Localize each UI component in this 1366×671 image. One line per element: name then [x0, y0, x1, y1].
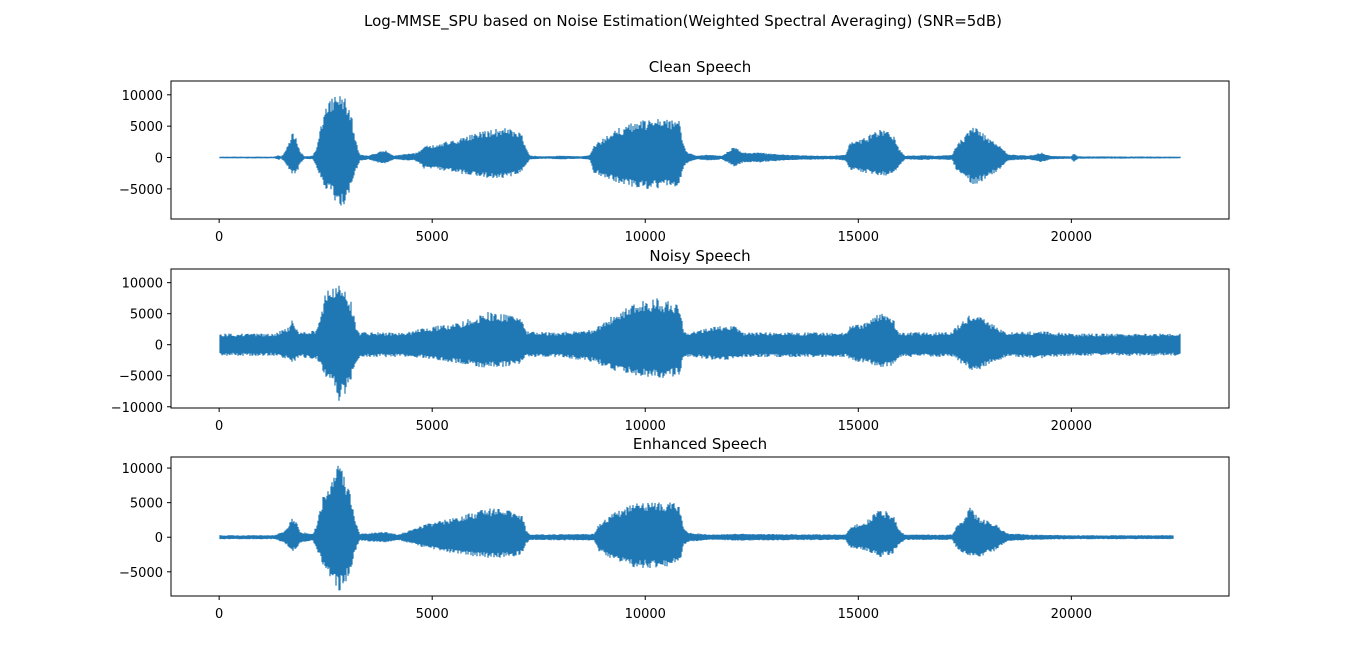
x-tick-label: 0	[215, 230, 223, 245]
x-tick-label: 10000	[625, 607, 666, 622]
y-tick-label: 0	[155, 531, 163, 546]
x-tick-label: 15000	[838, 230, 879, 245]
subplot-title: Clean Speech	[649, 58, 752, 76]
subplot-title: Enhanced Speech	[633, 435, 767, 453]
y-tick-label: 10000	[122, 277, 163, 292]
x-tick-label: 20000	[1051, 419, 1092, 434]
x-tick-label: 20000	[1051, 607, 1092, 622]
x-tick-label: 15000	[838, 419, 879, 434]
subplot-clean-speech: Clean Speech 0 5000 10000 15000 20000 −5000 0 5…	[119, 58, 1230, 245]
y-tick-label: 0	[155, 152, 163, 167]
x-tick-label: 5000	[416, 230, 449, 245]
waveform-series	[219, 285, 1181, 401]
x-tick-label: 5000	[416, 607, 449, 622]
y-tick-label: −5000	[119, 566, 163, 581]
axes-frame	[170, 268, 1230, 409]
x-tick-label: 10000	[625, 419, 666, 434]
x-tick-label: 0	[215, 419, 223, 434]
y-tick-label: 10000	[122, 89, 163, 104]
x-tick-label: 20000	[1051, 230, 1092, 245]
x-tick-label: 10000	[625, 230, 666, 245]
x-tick-label: 15000	[838, 607, 879, 622]
axes-frame	[170, 456, 1230, 597]
x-tick-label: 5000	[416, 419, 449, 434]
y-tick-label: −5000	[119, 183, 163, 198]
y-tick-label: 0	[155, 339, 163, 354]
y-tick-label: 10000	[122, 462, 163, 477]
y-tick-label: 5000	[130, 120, 163, 135]
y-tick-label: −10000	[111, 401, 163, 416]
subplot-noisy-speech: Noisy Speech 0 5000 10000 15000 20000 −10000 −…	[111, 247, 1230, 434]
x-tick-label: 0	[215, 607, 223, 622]
y-tick-label: 5000	[130, 497, 163, 512]
axes-frame	[170, 80, 1230, 220]
y-tick-label: −5000	[119, 370, 163, 385]
waveform-series	[219, 96, 1181, 206]
subplot-enhanced-speech: Enhanced Speech 0 5000 10000 15000 20000 −500…	[119, 435, 1230, 622]
figure-suptitle: Log-MMSE_SPU based on Noise Estimation(W…	[364, 12, 1002, 31]
y-tick-label: 5000	[130, 308, 163, 323]
waveform-series	[219, 465, 1174, 591]
subplot-title: Noisy Speech	[649, 247, 750, 265]
